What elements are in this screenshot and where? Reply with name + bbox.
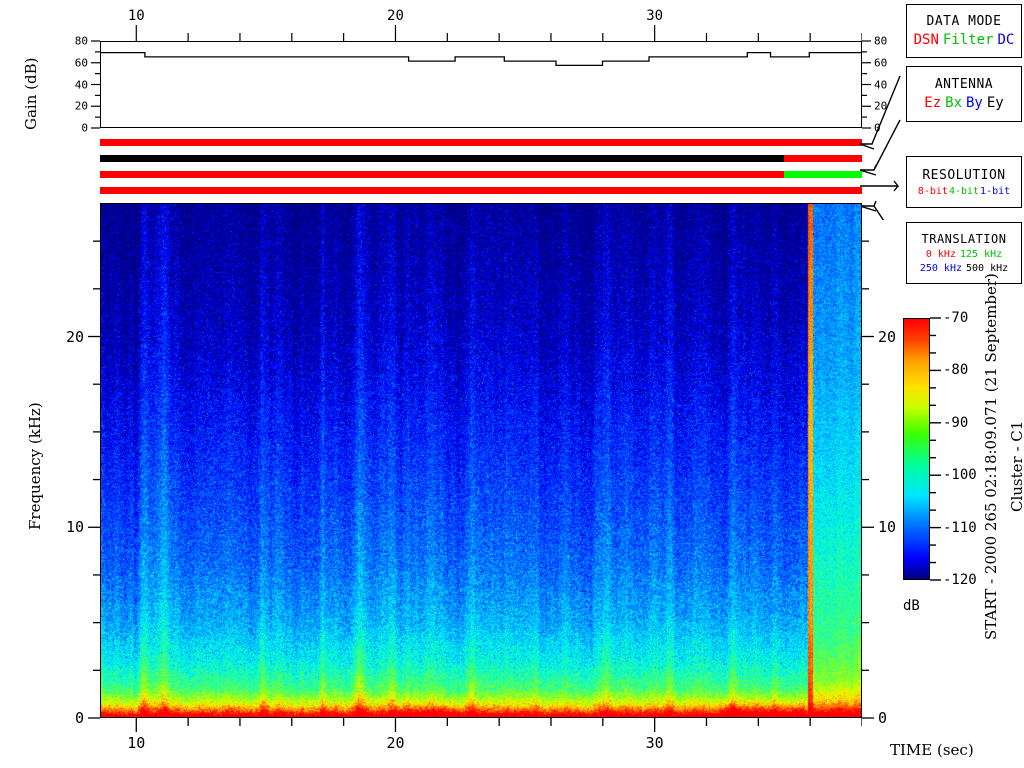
legend-box-data-mode: DATA MODE DSN Filter DC bbox=[906, 4, 1022, 58]
resolution-bar-segment bbox=[783, 171, 862, 178]
gain-y-tick-label: 60 bbox=[74, 56, 88, 70]
time-axis-title: TIME (sec) bbox=[890, 741, 974, 759]
legend-title: TRANSLATION bbox=[921, 232, 1007, 246]
resolution-bar bbox=[100, 171, 862, 178]
legend-row: 250 kHz 500 kHz bbox=[920, 263, 1008, 274]
spectrogram-canvas[interactable] bbox=[100, 203, 862, 718]
time-tick-label: 20 bbox=[386, 734, 405, 752]
gain-y-ticks-right: 0 20 40 60 80 bbox=[862, 34, 902, 135]
legend-item: 500 kHz bbox=[966, 263, 1009, 274]
legend-row: 0 kHz 125 kHz bbox=[926, 249, 1002, 260]
colorbar bbox=[903, 318, 930, 580]
spectrogram-y-axis-right: 0 10 20 bbox=[862, 198, 907, 727]
time-tick-label: 10 bbox=[127, 734, 146, 752]
gain-y-tick-label: 0 bbox=[874, 121, 881, 135]
legend-item: By bbox=[966, 95, 983, 111]
gain-trace bbox=[101, 51, 861, 67]
translation-bar bbox=[100, 187, 862, 194]
frequency-tick-label: 10 bbox=[878, 518, 897, 537]
colorbar-tick-label: -70 bbox=[943, 310, 969, 326]
legend-item: Filter bbox=[942, 32, 994, 48]
spectrogram-y-axis-left: 0 10 20 bbox=[55, 198, 100, 727]
frequency-axis-title: Frequency (kHz) bbox=[26, 402, 44, 530]
gain-top-tick-label: 30 bbox=[646, 8, 664, 24]
data-mode-bar bbox=[100, 139, 862, 146]
legend-box-resolution: RESOLUTION 8-bit 4-bit 1-bit bbox=[906, 156, 1022, 208]
legend-item: 1-bit bbox=[980, 185, 1011, 197]
legend-row: 8-bit 4-bit 1-bit bbox=[918, 186, 1010, 197]
legend-title: DATA MODE bbox=[926, 14, 1002, 29]
gain-y-tick-label: 60 bbox=[874, 56, 888, 70]
legend-item: 8-bit bbox=[917, 185, 948, 197]
legend-item: Ey bbox=[986, 95, 1004, 111]
legend-item: 4-bit bbox=[948, 185, 980, 197]
legend-item: 0 kHz bbox=[925, 249, 956, 260]
gain-y-tick-label: 20 bbox=[74, 99, 88, 113]
legend-row: Ez Bx By Ey bbox=[924, 95, 1003, 111]
gain-axis-title: Gain (dB) bbox=[22, 57, 40, 130]
antenna-bar-segment bbox=[100, 155, 784, 162]
frequency-tick-label: 20 bbox=[65, 327, 84, 346]
colorbar-ticks: -70 -80 -90 -100 -110 -120 bbox=[930, 310, 1000, 590]
gain-top-axis: 10 20 30 bbox=[100, 8, 862, 41]
gain-y-tick-label: 0 bbox=[81, 121, 88, 135]
frequency-tick-label: 0 bbox=[74, 709, 84, 727]
frequency-tick-label: 10 bbox=[65, 518, 84, 537]
start-time-label: START - 2000 265 02:18:09.071 (21 Septem… bbox=[982, 273, 1000, 640]
resolution-bar-segment bbox=[100, 171, 784, 178]
legend-row: DSN Filter DC bbox=[914, 32, 1015, 48]
legend-item: Bx bbox=[945, 95, 962, 111]
gain-y-tick-label: 80 bbox=[74, 34, 88, 48]
gain-y-ticks-left: 0 20 40 60 80 bbox=[60, 34, 100, 135]
callout-lines bbox=[860, 75, 901, 220]
colorbar-tick-label: -80 bbox=[943, 362, 969, 379]
spectrogram-x-axis: 10 20 30 bbox=[100, 718, 862, 758]
legend-title: RESOLUTION bbox=[922, 167, 1006, 183]
data-mode-bar-segment bbox=[100, 139, 862, 146]
legend-box-antenna: ANTENNA Ez Bx By Ey bbox=[906, 66, 1022, 122]
time-tick-label: 30 bbox=[645, 734, 664, 752]
colorbar-unit-label: dB bbox=[903, 598, 920, 614]
colorbar-tick-label: -110 bbox=[943, 519, 977, 536]
spacecraft-label: Cluster - C1 bbox=[1008, 420, 1024, 512]
frequency-tick-label: 20 bbox=[878, 327, 897, 346]
gain-y-tick-label: 20 bbox=[874, 99, 888, 113]
gain-y-tick-label: 40 bbox=[74, 78, 88, 91]
legend-box-translation: TRANSLATION 0 kHz 125 kHz 250 kHz 500 kHz bbox=[906, 222, 1022, 284]
status-bar-group bbox=[100, 139, 862, 199]
legend-item: DC bbox=[997, 32, 1015, 48]
legend-item: 125 kHz bbox=[959, 249, 1003, 260]
translation-bar-segment bbox=[100, 187, 862, 194]
colorbar-tick-label: -100 bbox=[943, 467, 977, 484]
gain-panel bbox=[100, 41, 862, 128]
frequency-tick-label: 0 bbox=[878, 709, 888, 727]
antenna-bar-segment bbox=[783, 155, 862, 162]
legend-item: DSN bbox=[913, 32, 939, 48]
gain-y-tick-label: 40 bbox=[874, 78, 888, 91]
legend-item: 250 kHz bbox=[919, 263, 962, 274]
spectrogram[interactable] bbox=[100, 203, 862, 718]
legend-box-group: DATA MODE DSN Filter DC ANTENNA Ez Bx By Ey RESOL… bbox=[900, 0, 1024, 290]
gain-y-tick-label: 80 bbox=[874, 34, 888, 48]
antenna-bar bbox=[100, 155, 862, 162]
colorbar-tick-label: -90 bbox=[943, 414, 969, 431]
gain-top-tick-label: 20 bbox=[387, 8, 404, 24]
legend-item: Ez bbox=[924, 95, 942, 111]
legend-title: ANTENNA bbox=[934, 77, 994, 92]
gain-top-tick-label: 10 bbox=[127, 8, 145, 24]
colorbar-tick-label: -120 bbox=[943, 572, 977, 588]
